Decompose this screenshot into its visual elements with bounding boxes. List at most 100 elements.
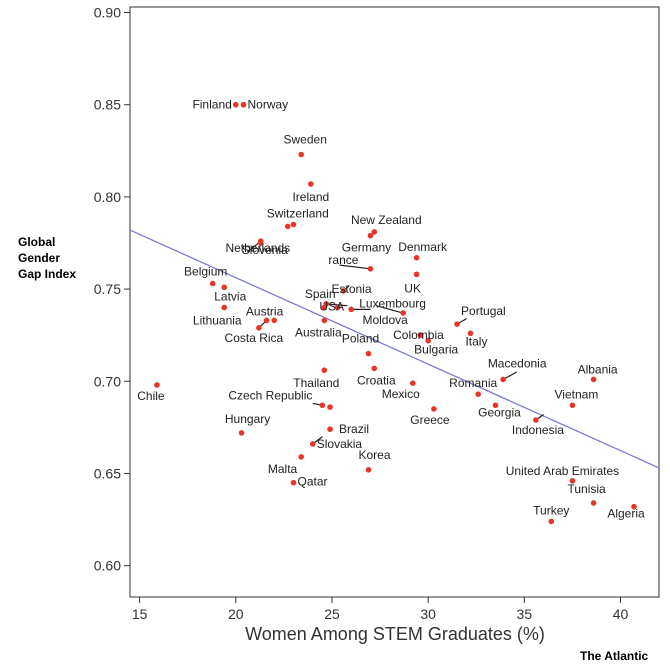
y-tick-label: 0.80 [94,189,121,205]
y-tick-label: 0.60 [94,558,121,574]
y-tick-label: 0.70 [94,373,121,389]
point-label: Latvia [214,289,246,303]
point-label: Australia [295,325,342,339]
point-label: Hungary [225,412,270,426]
point-label: Colombia [393,328,444,342]
point-label: Turkey [533,503,569,517]
data-point [284,223,291,230]
x-tick-label: 20 [228,606,244,622]
data-point [321,367,328,374]
data-point [263,317,270,324]
x-tick-label: 40 [613,606,629,622]
label-leader-line [326,303,348,307]
data-point [500,376,506,383]
trend-line [129,229,660,469]
data-point [340,288,347,294]
data-point [548,518,555,525]
data-point [365,350,372,357]
data-point [475,391,481,397]
data-point [327,404,333,410]
data-point [321,304,328,311]
data-point [209,280,216,287]
x-tick-label: 15 [132,606,148,622]
data-point [327,426,333,433]
point-label: Denmark [398,240,448,254]
data-point [431,406,437,412]
data-point [400,310,406,316]
point-label: Germany [342,241,391,255]
y-axis-label-line-2: Gender [18,251,61,265]
data-point [240,101,247,108]
x-tick-label: 35 [517,606,533,622]
data-point [290,221,297,228]
data-point [334,304,341,311]
point-label: Ireland [292,190,329,204]
point-label: rance [328,253,358,267]
y-axis: 0.60 0.65 0.70 0.75 0.80 0.85 0.90 [94,5,130,574]
point-label: Brazil [339,422,369,436]
point-label: Bulgaria [414,343,458,357]
point-label: Tunisia [567,482,606,496]
point-label: Moldova [362,313,408,327]
point-label: Indonesia [512,423,564,437]
point-label: Thailand [293,376,339,390]
source-credit: The Atlantic [580,649,649,663]
point-label: Korea [359,448,391,462]
point-label: Czech Republic [228,388,312,402]
data-point [298,454,305,460]
data-point [454,321,460,327]
plot-frame [129,6,660,598]
data-point [590,500,597,506]
point-label: Italy [465,334,487,348]
point-label: United Arab Emirates [506,464,619,478]
y-axis-label-line-1: Global [18,235,56,249]
data-point [367,232,374,239]
data-point [367,266,374,272]
point-label: Spain [305,287,336,301]
x-tick-label: 30 [420,606,436,622]
point-label: Slovenia [242,243,288,257]
point-label: Finland [192,98,231,112]
data-point [569,478,576,484]
point-label: Estonia [332,282,372,296]
point-label: USA [319,300,344,314]
point-label: Chile [137,389,165,403]
data-point [533,417,539,423]
data-point [321,317,328,324]
data-point [298,151,305,158]
point-label: Netherlands [225,241,290,255]
point-label: Norway [247,98,288,112]
data-point [258,238,264,244]
point-label: Austria [246,304,284,318]
x-tick-label: 25 [324,606,340,622]
point-label: Poland [342,332,379,346]
data-point [492,402,499,409]
point-label: Georgia [478,405,521,419]
point-label: Slovakia [317,437,363,451]
y-tick-label: 0.65 [94,465,121,481]
data-point [569,402,576,409]
point-label: Macedonia [488,356,547,370]
point-label: Croatia [357,373,396,387]
point-label: Belgium [184,265,227,279]
point-label: Greece [410,413,450,427]
y-tick-label: 0.90 [94,5,121,21]
data-point [467,330,474,337]
data-point [365,466,372,473]
label-leader-line [376,305,404,314]
data-point [409,380,416,386]
data-point [417,332,424,338]
point-label: Sweden [284,133,327,147]
data-points [154,101,637,525]
data-point [221,284,228,291]
data-point [256,325,262,331]
y-tick-label: 0.75 [94,281,121,297]
data-point [371,229,378,235]
data-point [309,441,316,447]
data-point [590,376,597,383]
y-axis-label: Global Gender Gap Index [18,234,76,282]
y-tick-label: 0.85 [94,97,121,113]
data-point [308,181,314,187]
point-label: Mexico [382,387,420,401]
